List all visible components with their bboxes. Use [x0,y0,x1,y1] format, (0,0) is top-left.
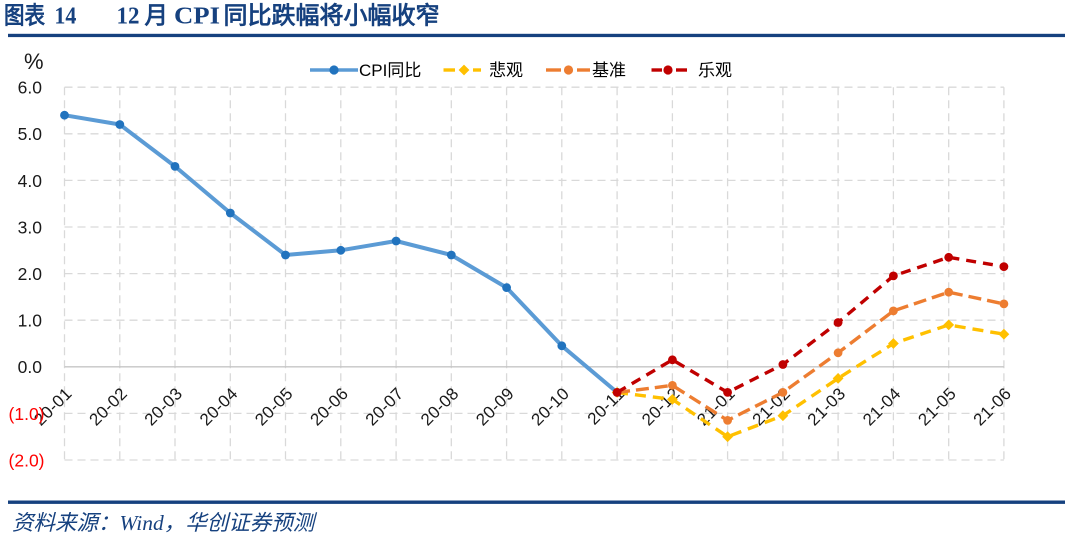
svg-text:3.0: 3.0 [18,217,43,237]
svg-text:同比跌幅将小幅收窄: 同比跌幅将小幅收窄 [224,2,440,30]
svg-text:(1.0): (1.0) [9,404,45,424]
svg-text:21-03: 21-03 [804,384,850,430]
svg-text:21-06: 21-06 [970,384,1016,430]
svg-text:基准: 基准 [592,61,626,80]
svg-text:悲观: 悲观 [489,61,523,80]
svg-text:20-07: 20-07 [362,384,408,430]
svg-text:21-01: 21-01 [693,384,739,430]
svg-text:4.0: 4.0 [18,171,43,191]
svg-text:12: 12 [117,4,140,30]
svg-text:%: % [24,49,44,74]
svg-text:(2.0): (2.0) [9,450,45,470]
svg-text:0.0: 0.0 [18,357,43,377]
svg-text:20-09: 20-09 [472,384,518,430]
svg-text:月: 月 [144,4,168,30]
svg-text:20-12: 20-12 [638,384,684,430]
svg-text:20-08: 20-08 [417,384,463,430]
svg-text:20-04: 20-04 [196,384,242,430]
svg-text:图表: 图表 [4,3,46,30]
svg-text:21-04: 21-04 [859,384,905,430]
svg-text:21-05: 21-05 [914,384,960,430]
svg-text:CPI: CPI [174,4,220,30]
svg-text:乐观: 乐观 [698,61,732,80]
svg-text:5.0: 5.0 [18,124,43,144]
svg-text:CPI同比: CPI同比 [359,61,421,80]
svg-text:20-03: 20-03 [141,384,187,430]
svg-text:6.0: 6.0 [18,78,43,98]
svg-text:2.0: 2.0 [18,264,43,284]
svg-text:1.0: 1.0 [18,311,43,331]
svg-text:资料来源：Wind，华创证券预测: 资料来源：Wind，华创证券预测 [12,511,318,535]
svg-text:20-10: 20-10 [528,384,574,430]
svg-text:20-05: 20-05 [251,384,297,430]
svg-text:20-02: 20-02 [86,384,132,430]
svg-text:14: 14 [54,4,76,30]
svg-text:20-06: 20-06 [307,384,353,430]
